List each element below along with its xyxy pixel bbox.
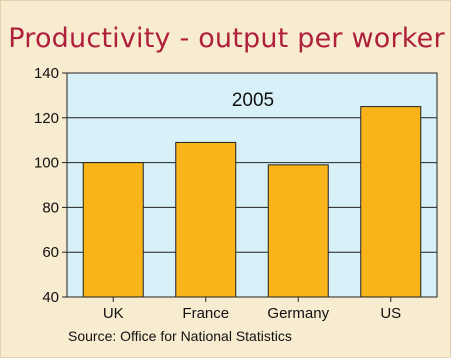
bar-uk bbox=[82, 162, 144, 298]
y-tick-label: 60 bbox=[42, 244, 59, 261]
bars bbox=[82, 106, 422, 298]
bar-france bbox=[175, 141, 237, 298]
y-tick-label: 40 bbox=[42, 289, 59, 306]
x-tick-labels: UK France Germany US bbox=[103, 305, 401, 322]
x-tick-label: UK bbox=[103, 305, 124, 322]
source-note: Source: Office for National Statistics bbox=[68, 328, 292, 344]
year-annotation: 2005 bbox=[232, 90, 274, 111]
y-tick-label: 80 bbox=[42, 199, 59, 216]
x-tick-label: Germany bbox=[267, 305, 329, 322]
y-tick-label: 120 bbox=[34, 110, 59, 127]
axes bbox=[62, 72, 392, 302]
y-tick-label: 140 bbox=[34, 65, 59, 82]
bar-germany bbox=[267, 164, 329, 298]
y-tick-label: 100 bbox=[34, 155, 59, 172]
bar-us bbox=[360, 106, 422, 298]
x-tick-label: France bbox=[182, 305, 229, 322]
x-tick-label: US bbox=[380, 305, 401, 322]
y-tick-labels: 40 60 80 100 120 140 bbox=[34, 65, 59, 306]
chart-title: Productivity - output per worker bbox=[8, 23, 445, 54]
